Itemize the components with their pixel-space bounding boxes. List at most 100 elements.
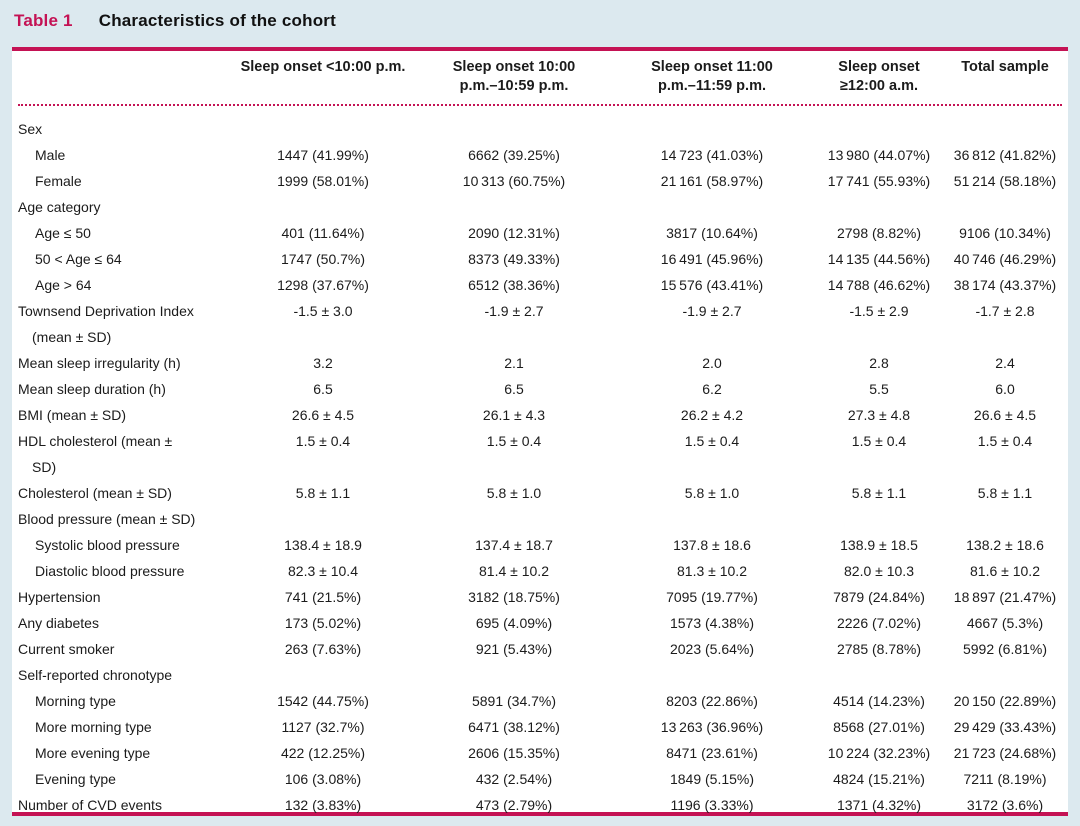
row-label: More morning type — [35, 719, 152, 735]
table-row: Diastolic blood pressure 82.3 ± 10.4 81.4 … — [18, 558, 1062, 584]
row-label: Self-reported chronotype — [18, 667, 173, 683]
cell-value: 5.8 ± 1.0 — [684, 485, 740, 501]
table-row: Number of CVD events 132 (3.83%) 473 (2.79… — [18, 792, 1062, 818]
cell-value: 3172 (3.6%) — [966, 797, 1044, 813]
cell-value: 263 (7.63%) — [284, 641, 362, 657]
group-row: Self-reported chronotype — [18, 662, 1062, 688]
cell-value: 81.3 ± 10.2 — [677, 563, 747, 579]
cell-value: 5.8 ± 1.1 — [977, 485, 1033, 501]
row-label: Male — [35, 147, 66, 163]
cell-value: 8471 (23.61%) — [666, 745, 758, 761]
cell-value: 138.9 ± 18.5 — [840, 537, 918, 553]
cell-value: 81.6 ± 10.2 — [970, 563, 1040, 579]
cell-value: 3817 (10.64%) — [666, 225, 758, 241]
cell-value: 8373 (49.33%) — [468, 251, 560, 267]
table-row: Hypertension 741 (21.5%) 3182 (18.75%) 7095… — [18, 584, 1062, 610]
row-label: More evening type — [35, 745, 151, 761]
cell-value: 36 812 (41.82%) — [953, 147, 1057, 163]
cell-value: -1.9 ± 2.7 — [484, 303, 544, 319]
table-number: Table 1 — [14, 11, 73, 30]
cell-value: 16 491 (45.96%) — [660, 251, 764, 267]
row-label: Number of CVD events — [18, 797, 162, 813]
cell-value: 1371 (4.32%) — [836, 797, 922, 813]
cell-value: 26.2 ± 4.2 — [680, 407, 744, 423]
cell-value: 1.5 ± 0.4 — [486, 433, 542, 449]
column-header: Sleep onset <10:00 p.m. — [240, 59, 406, 75]
table-row: Age > 64 1298 (37.67%) 6512 (38.36%) 15 576… — [18, 272, 1062, 298]
row-label: Current smoker — [18, 641, 115, 657]
header-row: Sleep onset <10:00 p.m. Sleep onset 10:00… — [18, 51, 1062, 102]
row-label: Evening type — [35, 771, 116, 787]
cell-value: 7879 (24.84%) — [833, 589, 925, 605]
cell-value: 695 (4.09%) — [475, 615, 553, 631]
cell-value: 401 (11.64%) — [281, 225, 365, 241]
cell-value: 26.6 ± 4.5 — [291, 407, 355, 423]
cell-value: 1127 (32.7%) — [281, 719, 365, 735]
cell-value: -1.5 ± 3.0 — [293, 303, 353, 319]
cell-value: 14 723 (41.03%) — [660, 147, 764, 163]
cell-value: 137.4 ± 18.7 — [475, 537, 553, 553]
cell-value: 2606 (15.35%) — [468, 745, 560, 761]
cell-value: -1.5 ± 2.9 — [849, 303, 909, 319]
cell-value: 422 (12.25%) — [280, 745, 366, 761]
table-caption: Table 1 Characteristics of the cohort — [14, 11, 1066, 31]
cell-value: 921 (5.43%) — [475, 641, 553, 657]
cell-value: 1.5 ± 0.4 — [977, 433, 1033, 449]
row-label: Systolic blood pressure — [35, 537, 180, 553]
cell-value: 82.0 ± 10.3 — [844, 563, 914, 579]
cell-value: 2.1 — [504, 355, 524, 371]
cell-value: 1542 (44.75%) — [277, 693, 369, 709]
row-label: Mean sleep duration (h) — [18, 381, 166, 397]
table-row: Mean sleep irregularity (h) 3.2 2.1 2.0 2.8 2… — [18, 350, 1062, 376]
cell-value: 1447 (41.99%) — [277, 147, 369, 163]
table-row: Morning type 1542 (44.75%) 5891 (34.7%) 820… — [18, 688, 1062, 714]
cell-value: 137.8 ± 18.6 — [673, 537, 751, 553]
cell-value: 1298 (37.67%) — [277, 277, 369, 293]
cell-value: 4824 (15.21%) — [833, 771, 925, 787]
table-body: Sex Male 1447 (41.99%) 6662 (39.25%) 14 723 … — [18, 112, 1062, 818]
cell-value: 9106 (10.34%) — [959, 225, 1051, 241]
cell-value: 1.5 ± 0.4 — [851, 433, 907, 449]
cell-value: 13 263 (36.96%) — [660, 719, 764, 735]
cell-value: 3.2 — [313, 355, 333, 371]
row-label: Age > 64 — [35, 277, 92, 293]
table-row: Current smoker 263 (7.63%) 921 (5.43%) 2023… — [18, 636, 1062, 662]
cell-value: 5891 (34.7%) — [471, 693, 557, 709]
table-row: Townsend Deprivation Index (mean ± SD) -1.… — [18, 298, 1062, 350]
cell-value: 38 174 (43.37%) — [953, 277, 1057, 293]
row-label: 50 < Age ≤ 64 — [35, 251, 122, 267]
cell-value: 2226 (7.02%) — [836, 615, 922, 631]
cell-value: 6512 (38.36%) — [468, 277, 560, 293]
table-row: More morning type 1127 (32.7%) 6471 (38.12… — [18, 714, 1062, 740]
row-label: Age category — [18, 199, 101, 215]
cell-value: 17 741 (55.93%) — [827, 173, 931, 189]
cell-value: 132 (3.83%) — [284, 797, 362, 813]
cell-value: 10 224 (32.23%) — [827, 745, 931, 761]
cell-value: 6.5 — [313, 381, 333, 397]
cell-value: 1.5 ± 0.4 — [295, 433, 351, 449]
cell-value: 5992 (6.81%) — [962, 641, 1048, 657]
cell-value: 6.2 — [702, 381, 722, 397]
cell-value: 10 313 (60.75%) — [462, 173, 566, 189]
cell-value: 13 980 (44.07%) — [827, 147, 931, 163]
cell-value: 1.5 ± 0.4 — [684, 433, 740, 449]
cell-value: 106 (3.08%) — [284, 771, 362, 787]
row-label: Any diabetes — [18, 615, 99, 631]
table-row: Male 1447 (41.99%) 6662 (39.25%) 14 723 (41… — [18, 142, 1062, 168]
cell-value: 5.8 ± 1.0 — [486, 485, 542, 501]
cell-value: 2798 (8.82%) — [836, 225, 922, 241]
cell-value: 21 723 (24.68%) — [953, 745, 1057, 761]
cell-value: 6662 (39.25%) — [468, 147, 560, 163]
row-label: Blood pressure (mean ± SD) — [18, 511, 196, 527]
cell-value: 21 161 (58.97%) — [660, 173, 764, 189]
cell-value: 26.6 ± 4.5 — [973, 407, 1037, 423]
cell-value: 138.4 ± 18.9 — [284, 537, 362, 553]
cell-value: 2023 (5.64%) — [669, 641, 755, 657]
cell-value: 1196 (3.33%) — [670, 797, 754, 813]
cell-value: 138.2 ± 18.6 — [966, 537, 1044, 553]
cell-value: 1849 (5.15%) — [669, 771, 755, 787]
cell-value: 20 150 (22.89%) — [953, 693, 1057, 709]
cell-value: 2.0 — [702, 355, 722, 371]
cell-value: 14 788 (46.62%) — [827, 277, 931, 293]
